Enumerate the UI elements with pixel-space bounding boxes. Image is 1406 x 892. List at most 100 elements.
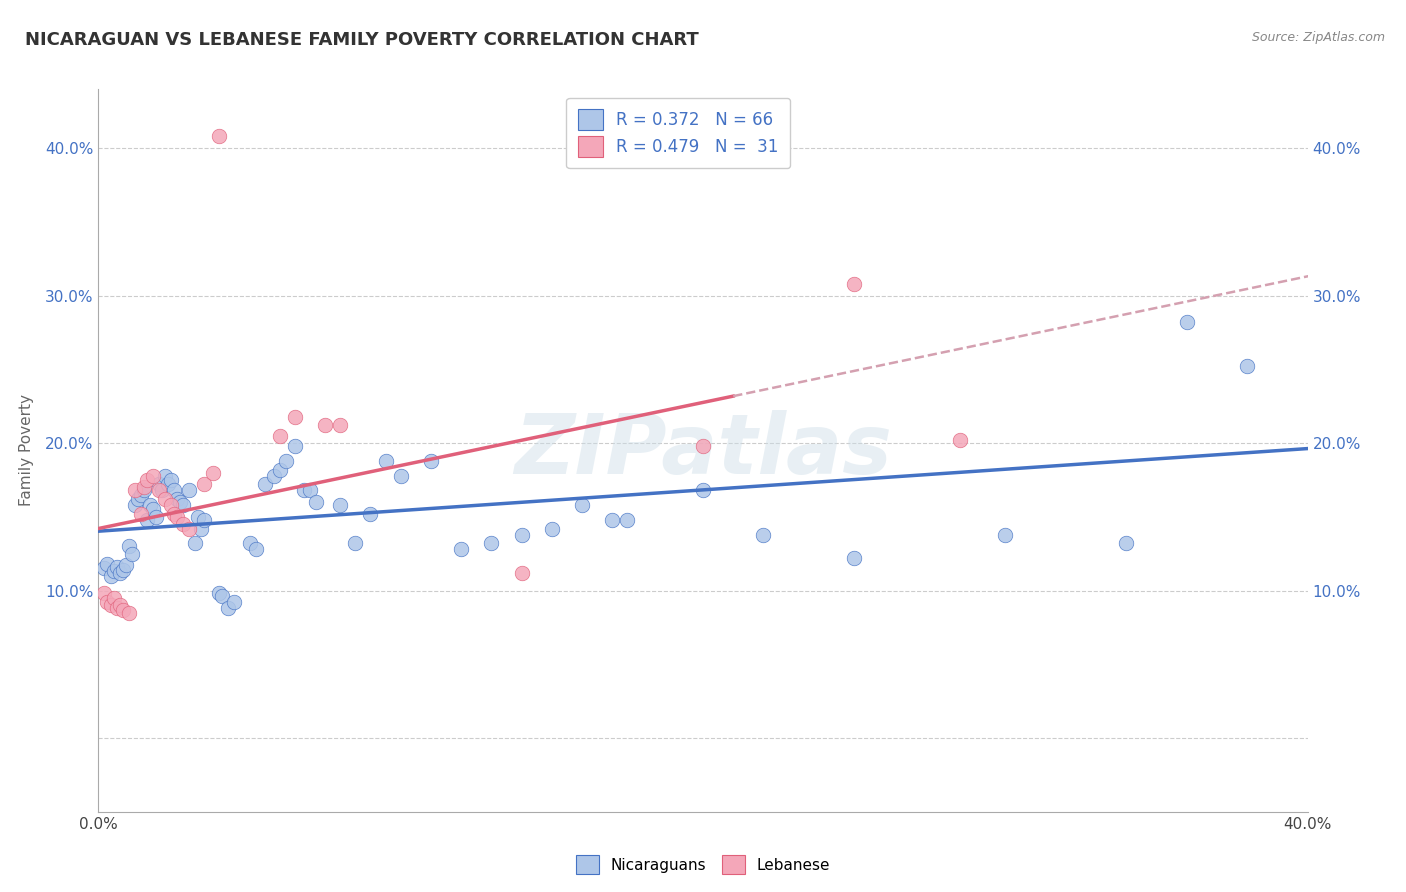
Point <box>156 477 179 491</box>
Point <box>193 513 215 527</box>
Point <box>135 513 157 527</box>
Point <box>187 509 209 524</box>
Point <box>96 557 118 571</box>
Point <box>184 536 207 550</box>
Point <box>163 483 186 498</box>
Point <box>692 483 714 498</box>
Point <box>127 492 149 507</box>
Point <box>160 498 183 512</box>
Point <box>105 601 128 615</box>
Legend: R = 0.372   N = 66, R = 0.479   N =  31: R = 0.372 N = 66, R = 0.479 N = 31 <box>567 97 790 169</box>
Point <box>1175 315 1198 329</box>
Text: Source: ZipAtlas.com: Source: ZipAtlas.com <box>1251 31 1385 45</box>
Point <box>616 513 638 527</box>
Point <box>148 483 170 498</box>
Point <box>148 477 170 491</box>
Point <box>135 473 157 487</box>
Point <box>163 507 186 521</box>
Point <box>160 473 183 487</box>
Point <box>994 527 1017 541</box>
Point <box>239 536 262 550</box>
Point <box>108 566 131 580</box>
Point <box>292 483 315 498</box>
Y-axis label: Family Poverty: Family Poverty <box>18 394 34 507</box>
Point <box>111 563 134 577</box>
Point <box>105 560 128 574</box>
Point <box>114 558 136 573</box>
Point <box>179 522 201 536</box>
Point <box>145 509 167 524</box>
Point <box>139 498 162 512</box>
Point <box>344 536 367 550</box>
Point <box>150 483 173 498</box>
Point <box>208 129 231 144</box>
Point <box>100 599 122 613</box>
Point <box>166 492 188 507</box>
Point <box>111 603 134 617</box>
Point <box>1236 359 1258 374</box>
Point <box>100 569 122 583</box>
Point <box>389 468 412 483</box>
Point <box>263 468 285 483</box>
Point <box>299 483 322 498</box>
Point <box>208 586 231 600</box>
Point <box>844 277 866 291</box>
Point <box>124 498 146 512</box>
Point <box>132 483 155 498</box>
Point <box>329 418 352 433</box>
Point <box>274 454 297 468</box>
Point <box>193 477 215 491</box>
Point <box>571 498 593 512</box>
Point <box>245 542 267 557</box>
Text: NICARAGUAN VS LEBANESE FAMILY POVERTY CORRELATION CHART: NICARAGUAN VS LEBANESE FAMILY POVERTY CO… <box>25 31 699 49</box>
Text: ZIPatlas: ZIPatlas <box>515 410 891 491</box>
Point <box>374 454 396 468</box>
Point <box>93 586 115 600</box>
Point <box>510 566 533 580</box>
Point <box>169 495 191 509</box>
Point <box>420 454 443 468</box>
Point <box>132 480 155 494</box>
Point <box>253 477 276 491</box>
Point <box>949 433 972 447</box>
Point <box>153 492 176 507</box>
Point <box>166 509 188 524</box>
Point <box>602 513 624 527</box>
Point <box>190 522 212 536</box>
Point <box>211 590 233 604</box>
Point <box>129 507 152 521</box>
Point <box>124 483 146 498</box>
Point <box>179 483 201 498</box>
Point <box>450 542 472 557</box>
Point <box>172 517 194 532</box>
Point <box>103 565 125 579</box>
Point <box>121 547 143 561</box>
Point <box>202 466 225 480</box>
Point <box>305 495 328 509</box>
Point <box>844 551 866 566</box>
Point <box>224 595 246 609</box>
Point <box>108 599 131 613</box>
Point <box>314 418 336 433</box>
Point <box>172 498 194 512</box>
Point <box>329 498 352 512</box>
Point <box>269 428 291 442</box>
Point <box>118 606 141 620</box>
Point <box>269 462 291 476</box>
Legend: Nicaraguans, Lebanese: Nicaraguans, Lebanese <box>569 849 837 880</box>
Point <box>103 591 125 605</box>
Point <box>360 507 382 521</box>
Point <box>481 536 503 550</box>
Point <box>96 595 118 609</box>
Point <box>692 439 714 453</box>
Point <box>142 468 165 483</box>
Point <box>142 502 165 516</box>
Point <box>1115 536 1137 550</box>
Point <box>118 539 141 553</box>
Point <box>217 601 239 615</box>
Point <box>93 561 115 575</box>
Point <box>284 439 307 453</box>
Point <box>540 522 562 536</box>
Point <box>129 488 152 502</box>
Point <box>510 527 533 541</box>
